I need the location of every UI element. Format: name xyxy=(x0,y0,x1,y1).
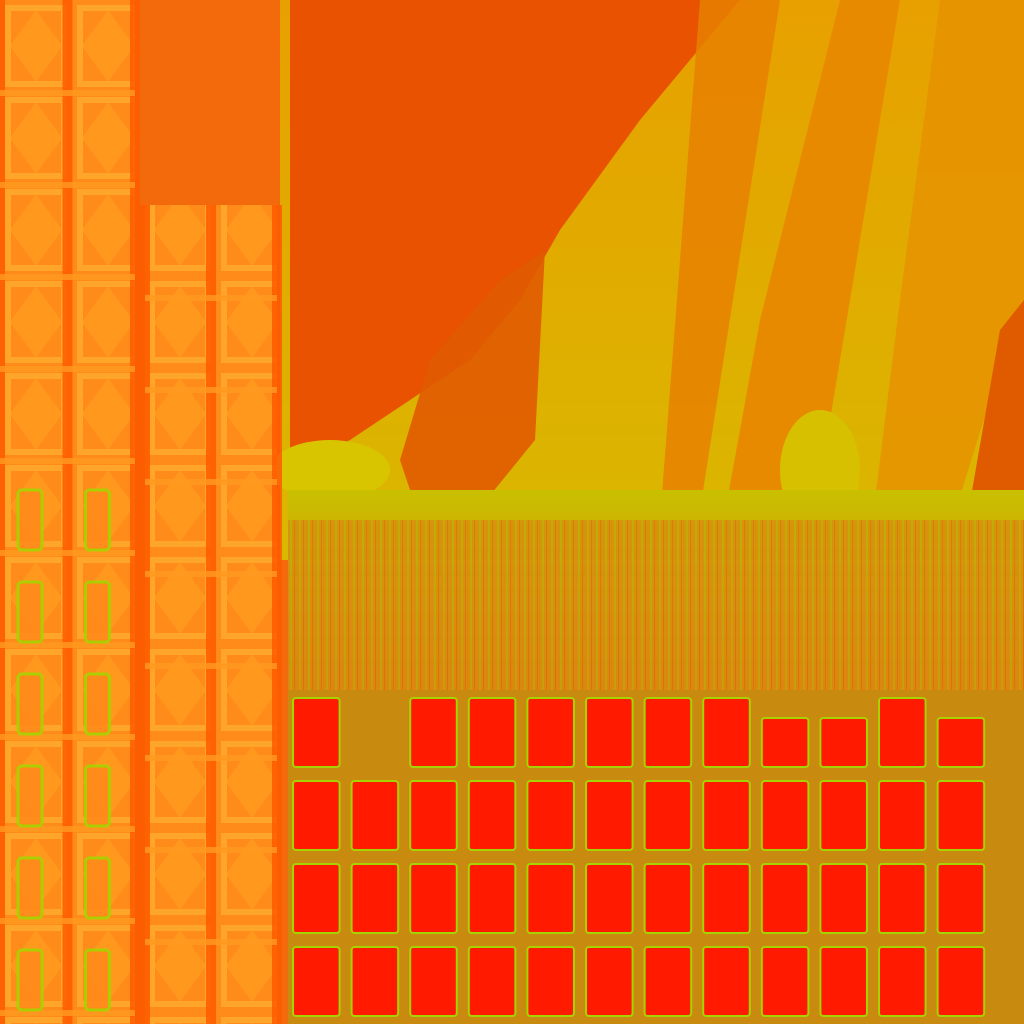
grid-cell xyxy=(467,863,517,934)
left-tower-floor-line xyxy=(0,274,135,280)
left-tower-window xyxy=(84,948,111,1012)
right-tower-floor-line xyxy=(145,755,277,761)
grid-cell xyxy=(878,780,927,851)
left-tower-window xyxy=(16,948,44,1012)
right-tower-floor-line xyxy=(145,663,277,669)
left-tower-pillar xyxy=(130,0,140,1024)
left-tower-pillar xyxy=(62,0,73,1024)
amber-streak-2 xyxy=(870,0,1024,560)
right-tower-floor-line xyxy=(145,847,277,853)
grid-cell xyxy=(409,697,458,768)
grid-cell xyxy=(936,946,986,1017)
left-tower-window xyxy=(16,488,44,552)
grid-cell xyxy=(760,717,810,768)
grid-cell xyxy=(467,780,517,851)
left-tower-floor-line xyxy=(0,366,135,372)
texture-band-stripes xyxy=(288,520,1024,700)
grid-cell xyxy=(819,780,869,851)
grid-cell xyxy=(585,946,634,1017)
left-tower-floor-line xyxy=(0,90,135,96)
left-tower-window xyxy=(16,672,44,736)
grid-cell xyxy=(819,863,869,934)
right-tower-pillar xyxy=(206,205,216,1024)
grid-cell xyxy=(526,697,576,768)
grid-cell xyxy=(350,780,400,851)
diagonal-beam xyxy=(130,0,740,470)
left-tower-pillar xyxy=(0,0,5,1024)
grid-cell xyxy=(467,946,517,1017)
grid-cell xyxy=(585,780,634,851)
grid-cell xyxy=(760,780,810,851)
amber-streak-4 xyxy=(660,0,780,520)
grid-cell xyxy=(760,946,810,1017)
grid-cell xyxy=(643,697,693,768)
grid-cell xyxy=(819,946,869,1017)
grid-cell xyxy=(760,863,810,934)
grid-cell xyxy=(878,946,927,1017)
left-tower-window xyxy=(84,672,111,736)
left-tower-window xyxy=(84,764,111,828)
texture-band xyxy=(288,490,1024,700)
grid-cell xyxy=(526,946,576,1017)
grid-cell xyxy=(350,863,400,934)
grid-cell xyxy=(292,863,341,934)
amber-streak-1 xyxy=(720,0,900,540)
right-tower-floor-line xyxy=(145,387,277,393)
right-tower-floor-line xyxy=(145,479,277,485)
right-tower-floor-line xyxy=(145,295,277,301)
grid-cell xyxy=(526,863,576,934)
grid-cell xyxy=(702,697,751,768)
grid-cell xyxy=(878,863,927,934)
grid-cell xyxy=(819,717,869,768)
grid-cell xyxy=(936,863,986,934)
grid-cell xyxy=(409,863,458,934)
right-tower-floor-line xyxy=(145,571,277,577)
left-tower-floor-line xyxy=(0,458,135,464)
grid-cell xyxy=(702,863,751,934)
grid-cell xyxy=(585,863,634,934)
right-tower-pillar xyxy=(272,205,282,1024)
left-tower-floor-line xyxy=(0,182,135,188)
grid-cell xyxy=(292,946,341,1017)
left-tower-floor-line xyxy=(0,1010,135,1016)
grid-cell xyxy=(350,946,400,1017)
left-tower-window xyxy=(16,856,44,920)
left-tower-floor-line xyxy=(0,550,135,556)
left-tower-floor-line xyxy=(0,642,135,648)
grid-cell xyxy=(936,780,986,851)
grid-cell xyxy=(643,863,693,934)
left-tower-window xyxy=(16,580,44,644)
grid-cell xyxy=(409,946,458,1017)
yellow-glow-left xyxy=(270,440,390,500)
grid-cell xyxy=(936,717,986,768)
right-tower-floor-line xyxy=(145,939,277,945)
left-tower-floor-line xyxy=(0,826,135,832)
left-tower-window xyxy=(84,580,111,644)
grid-cell xyxy=(585,697,634,768)
beam-tail xyxy=(400,250,545,540)
grid-cell xyxy=(878,697,927,768)
grid-cell xyxy=(292,780,341,851)
red-cell-grid xyxy=(288,690,1024,1024)
towers xyxy=(0,0,282,1024)
grid-cell xyxy=(526,780,576,851)
right-tower-pillar xyxy=(140,205,150,1024)
grid-cell xyxy=(292,697,341,768)
grid-cell xyxy=(702,946,751,1017)
left-tower-floor-line xyxy=(0,918,135,924)
left-tower-window xyxy=(84,488,111,552)
grid-cell xyxy=(643,780,693,851)
grid-cell xyxy=(643,946,693,1017)
left-tower-window xyxy=(16,764,44,828)
grid-cell xyxy=(467,697,517,768)
grid-cell xyxy=(409,780,458,851)
left-tower-window xyxy=(84,856,111,920)
grid-cell xyxy=(702,780,751,851)
left-tower-floor-line xyxy=(0,734,135,740)
